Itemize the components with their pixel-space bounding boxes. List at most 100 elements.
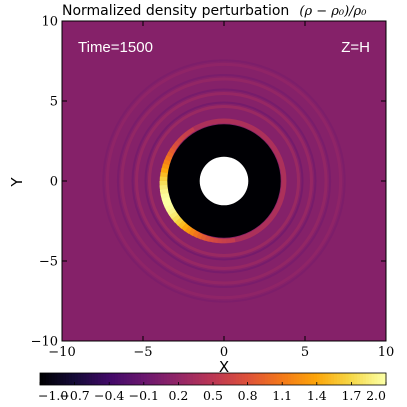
crescent-segment (181, 222, 190, 232)
colorbar-cell (371, 373, 376, 385)
chart-title: Normalized density perturbation (ρ − ρ₀)… (62, 0, 367, 19)
colorbar-cell (264, 373, 269, 385)
colorbar-cell (178, 373, 182, 385)
colorbar-tick-label: 0.8 (238, 388, 258, 403)
title-math: (ρ − ρ₀)/ρ₀ (299, 4, 367, 19)
colorbar-cell (336, 373, 341, 385)
colorbar-cell (276, 373, 280, 385)
colorbar-cell (279, 373, 283, 385)
colorbar-cell (109, 373, 113, 385)
y-tick-label: 10 (41, 15, 58, 30)
inner-hole (199, 156, 249, 206)
colorbar-cell (305, 373, 309, 385)
colorbar-cell (267, 373, 272, 385)
colorbar-cell (161, 373, 165, 385)
colorbar-cell (40, 373, 44, 385)
colorbar-ticks: −1.0−0.7 −0.4 −0.1 0.2 0.5 0.8 1.1 1.4 1.7 2.0 (38, 382, 387, 403)
density-ring (135, 92, 313, 270)
colorbar-cell (94, 373, 99, 385)
colorbar-cell (149, 373, 154, 385)
colorbar-tick-label: −0.4 (94, 388, 124, 403)
colorbar-tick-label: 1.4 (307, 388, 327, 403)
colorbar-cell (238, 373, 243, 385)
colorbar-tick-label: 0.5 (203, 388, 223, 403)
colorbar-cell (140, 373, 145, 385)
colorbar-cell (158, 373, 162, 385)
y-tick-label: −10 (31, 335, 58, 350)
colorbar-cell (259, 373, 263, 385)
colorbar-cell (45, 373, 50, 385)
crescent-segment (159, 188, 171, 196)
crescent-segment (166, 151, 174, 159)
colorbar-cell (311, 373, 315, 385)
x-tick-label: −5 (133, 345, 152, 360)
colorbar-cell (143, 373, 148, 385)
x-tick-label: −10 (48, 345, 75, 360)
density-ring (120, 77, 328, 285)
colorbar-cell (80, 373, 84, 385)
colorbar-cell (308, 373, 312, 385)
crescent-segment (178, 134, 186, 142)
colorbar-cell (114, 373, 119, 385)
colorbar-cell (241, 373, 246, 385)
colorbar-cell (77, 373, 81, 385)
colorbar-cell (117, 373, 122, 385)
colorbar-cell (377, 373, 381, 385)
colorbar-cell (313, 373, 318, 385)
y-axis-label: Y (8, 177, 26, 188)
colorbar-cell (68, 373, 73, 385)
crescent-segment (200, 234, 207, 241)
crescent-segment (213, 237, 219, 244)
colorbar-cell (345, 373, 350, 385)
crescent-segment (159, 184, 170, 191)
colorbar-cell (348, 373, 352, 385)
colorbar-cell (60, 373, 64, 385)
colorbar-tick-label: 2.0 (366, 388, 386, 403)
colorbar-cell (71, 373, 76, 385)
colorbar-cell (244, 373, 249, 385)
z-annotation: Z=H (341, 39, 370, 56)
colorbar-cell (63, 373, 67, 385)
colorbar-cell (103, 373, 107, 385)
colorbar-cell (221, 373, 226, 385)
y-axis: −10 −5 0 5 10 (31, 15, 386, 350)
colorbar-cell (253, 373, 257, 385)
crescent-segment (174, 216, 185, 227)
colorbar-cell (132, 373, 136, 385)
crescent-segment (208, 236, 215, 243)
colorbar-cell (187, 373, 191, 385)
x-axis: −10 −5 0 5 10 (48, 21, 394, 360)
plot-area (62, 21, 386, 341)
colorbar-cell (325, 373, 329, 385)
colorbar-cell (155, 373, 159, 385)
crescent-segment (173, 140, 180, 148)
colorbar-cell (163, 373, 168, 385)
colorbar-cell (368, 373, 373, 385)
crescent-layer (159, 118, 287, 244)
colorbar-cell (181, 373, 185, 385)
colorbar-cell (100, 373, 105, 385)
colorbar-cell (319, 373, 324, 385)
crescent-segment (196, 232, 204, 240)
colorbar-cell (204, 373, 208, 385)
title-text: Normalized density perturbation (62, 3, 289, 19)
colorbar-cell (48, 373, 53, 385)
y-tick-label: 5 (50, 95, 58, 110)
colorbar-cell (357, 373, 361, 385)
y-tick-label: 0 (50, 175, 58, 190)
colorbar-cell (247, 373, 252, 385)
colorbar-cell (123, 373, 128, 385)
colorbar-cell (227, 373, 231, 385)
crescent-segment (170, 144, 178, 152)
crescent-segment (181, 132, 189, 139)
colorbar-cell (316, 373, 321, 385)
density-ring (105, 62, 343, 300)
colorbar-cell (322, 373, 327, 385)
crescent-segment (160, 192, 172, 200)
colorbar-cell (290, 373, 295, 385)
colorbar-cell (201, 373, 205, 385)
colorbar-cell (342, 373, 347, 385)
colorbar-cell (273, 373, 278, 385)
crescent-segment (161, 163, 170, 170)
colorbar: −1.0−0.7 −0.4 −0.1 0.2 0.5 0.8 1.1 1.4 1.7 2.0 (38, 372, 387, 403)
